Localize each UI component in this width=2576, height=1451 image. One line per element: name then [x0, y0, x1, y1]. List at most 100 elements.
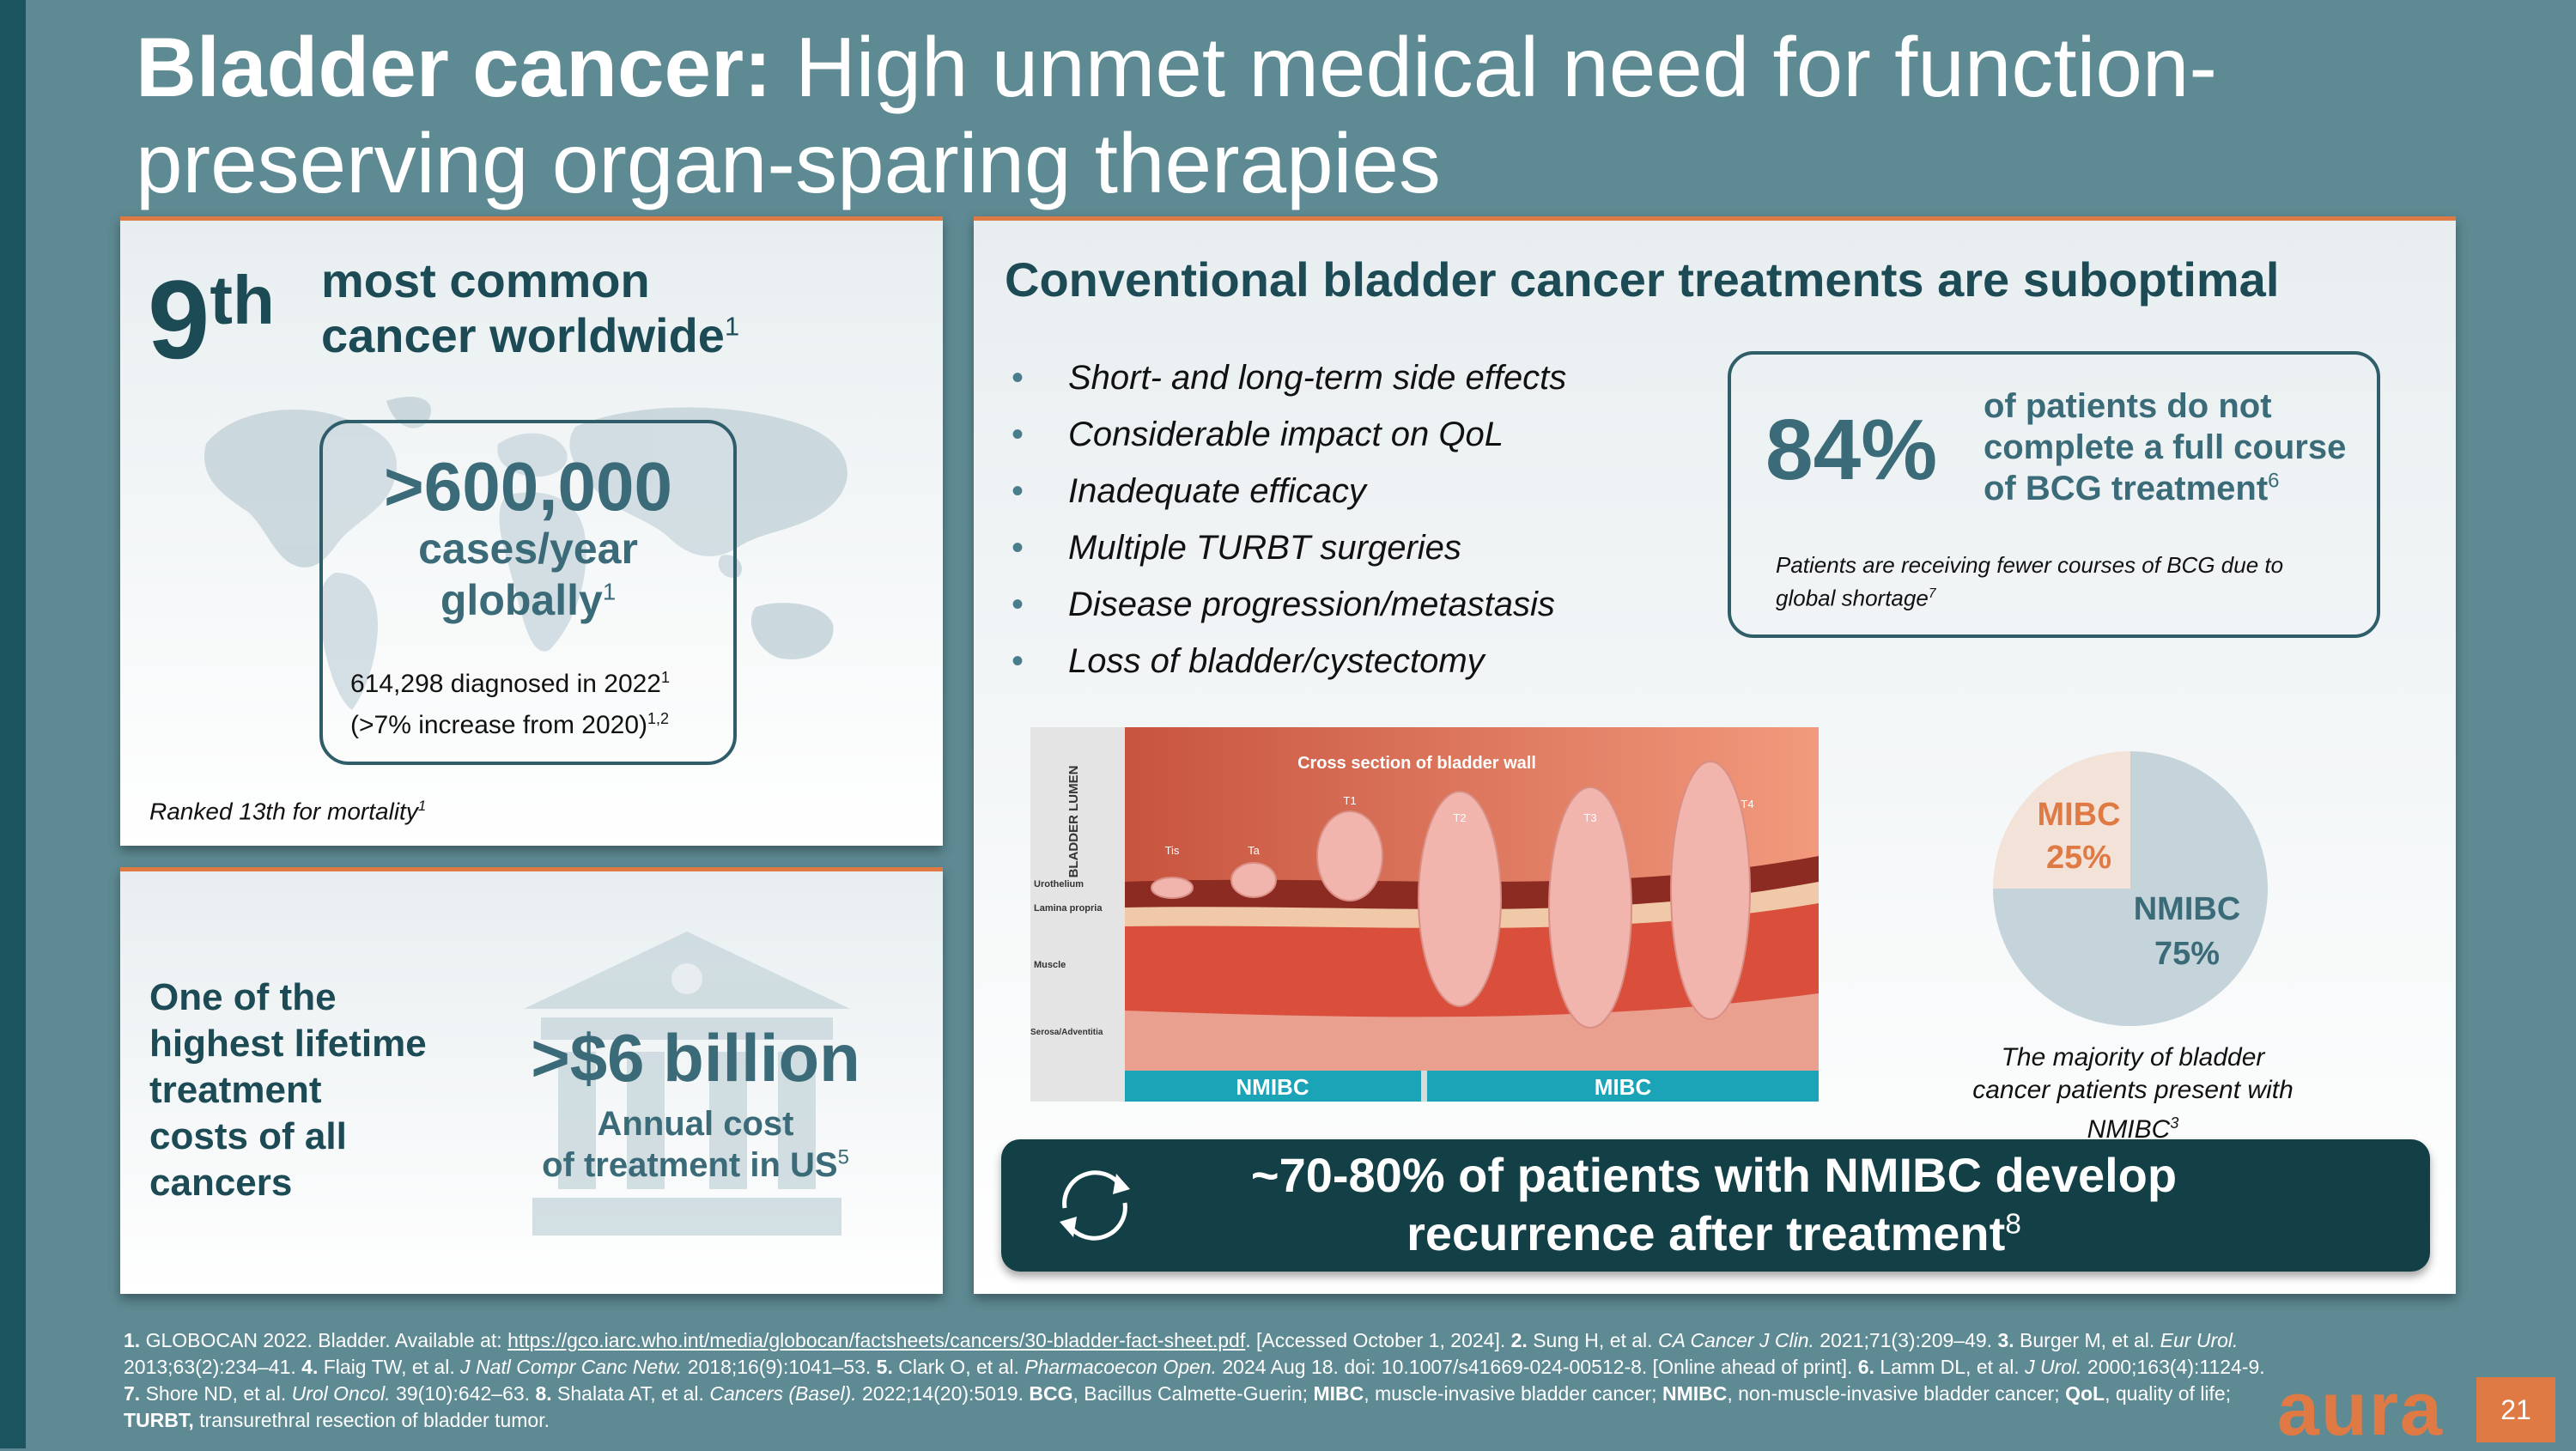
- pie-note-l3-wrap: NMIBC3: [1918, 1107, 2348, 1146]
- list-item: Loss of bladder/cystectomy: [1012, 633, 1566, 689]
- recurrence-ref: 8: [2005, 1208, 2021, 1241]
- abbr-def: , muscle-invasive bladder cancer;: [1364, 1382, 1662, 1405]
- ref-num: 4.: [301, 1356, 319, 1378]
- recurrence-text: ~70-80% of patients with NMIBC develop r…: [1156, 1146, 2272, 1263]
- bcg-stat-box: 84% of patients do not complete a full c…: [1728, 351, 2380, 638]
- rank-label-line1: most common: [321, 253, 650, 307]
- layer-label: Lamina propria: [1034, 903, 1103, 914]
- ref-text: GLOBOCAN 2022. Bladder. Available at:: [140, 1329, 508, 1351]
- abbr: TURBT,: [124, 1409, 194, 1431]
- references: 1. GLOBOCAN 2022. Bladder. Available at:…: [124, 1327, 2270, 1434]
- bcg-shortage-note: Patients are receiving fewer courses of …: [1776, 550, 2342, 613]
- cases-box: >600,000 cases/year globally1 614,298 di…: [319, 420, 737, 765]
- rank-label: most common cancer worldwide1: [321, 253, 739, 363]
- ref-text: Shalata AT, et al.: [551, 1382, 710, 1405]
- rank-number: 9th: [148, 257, 275, 382]
- lifetime-l4: costs of all: [149, 1115, 347, 1157]
- rank-label-line2-wrap: cancer worldwide1: [321, 308, 739, 363]
- ref-text: . [Accessed October 1, 2024].: [1245, 1329, 1511, 1351]
- mortality-text: Ranked 13th for mortality: [149, 798, 418, 825]
- lifetime-l2: highest lifetime: [149, 1023, 427, 1065]
- pie-note-l2: cancer patients present with: [1972, 1076, 2293, 1104]
- pie-value-mibc: 25%: [2046, 840, 2111, 876]
- pie-chart: MIBC 25% NMIBC 75%: [1993, 751, 2268, 1026]
- ref-text: Burger M, et al.: [2014, 1329, 2160, 1351]
- bcg-l2: complete a full course: [1984, 428, 2347, 466]
- illustration-caption: Cross section of bladder wall: [1297, 754, 1536, 773]
- abbr-def: transurethral resection of bladder tumor…: [193, 1409, 550, 1431]
- stage-label: T3: [1583, 811, 1596, 824]
- recurrence-l1: ~70-80% of patients with NMIBC develop: [1250, 1148, 2178, 1202]
- page-number: 21: [2476, 1377, 2555, 1442]
- stage-label: T2: [1453, 811, 1466, 824]
- title-bold: Bladder cancer:: [136, 20, 772, 114]
- recurrence-callout: ~70-80% of patients with NMIBC develop r…: [1001, 1139, 2430, 1272]
- list-item: Inadequate efficacy: [1012, 463, 1566, 519]
- ref-text: 2013;63(2):234–41.: [124, 1356, 302, 1378]
- lifetime-l5: cancers: [149, 1162, 293, 1204]
- bcg-percentage: 84%: [1765, 402, 1938, 498]
- ref-text: Sung H, et al.: [1527, 1329, 1658, 1351]
- lifetime-l3: treatment: [149, 1069, 322, 1111]
- bcg-l3-wrap: of BCG treatment6: [1984, 468, 2379, 509]
- treatments-panel: Conventional bladder cancer treatments a…: [974, 216, 2456, 1294]
- ref-text: Flaig TW, et al.: [318, 1356, 461, 1378]
- rank-label-line2: cancer worldwide: [321, 308, 725, 362]
- pie-label-nmibc: NMIBC: [2134, 891, 2241, 927]
- pie-note-l3: NMIBC: [2087, 1115, 2171, 1144]
- cases-count: >600,000: [384, 448, 672, 525]
- treatments-heading: Conventional bladder cancer treatments a…: [1005, 252, 2280, 307]
- nmibc-bar-label: NMIBC: [1236, 1074, 1309, 1100]
- abbr-def: , Bacillus Calmette-Guerin;: [1072, 1382, 1314, 1405]
- ref-journal: Pharmacoecon Open.: [1024, 1356, 1217, 1378]
- detail1-ref: 1: [661, 669, 671, 686]
- annual-l1: Annual cost: [597, 1105, 794, 1143]
- mortality-ref: 1: [417, 798, 427, 814]
- lumen-label: BLADDER LUMEN: [1066, 766, 1081, 878]
- slide-title: Bladder cancer: High unmet medical need …: [136, 19, 2523, 211]
- ref-text: 39(10):642–63.: [390, 1382, 536, 1405]
- ref-text: Shore ND, et al.: [140, 1382, 292, 1405]
- ref-journal: J Natl Compr Canc Netw.: [460, 1356, 683, 1378]
- bcg-text: of patients do not complete a full cours…: [1984, 386, 2379, 509]
- ref-text: 2022;14(20):5019.: [856, 1382, 1030, 1405]
- annual-cost-label: Annual cost of treatment in US5: [498, 1103, 893, 1186]
- ref-text: 2018;16(9):1041–53.: [682, 1356, 877, 1378]
- cost-amount: >$6 billion: [531, 1020, 860, 1096]
- list-item: Disease progression/metastasis: [1012, 576, 1566, 633]
- recurrence-arrows-icon: [1060, 1170, 1130, 1241]
- ref-num: 5.: [876, 1356, 893, 1378]
- bcg-ref: 6: [2268, 469, 2280, 493]
- title-rest: High unmet medical need for function-pre…: [136, 20, 2217, 210]
- stage-label: Ta: [1248, 844, 1261, 857]
- globocan-link[interactable]: https://gco.iarc.who.int/media/globocan/…: [507, 1329, 1246, 1351]
- ref-num: 8.: [535, 1382, 552, 1405]
- stage-label: T4: [1741, 798, 1753, 810]
- aura-logo: aura: [2277, 1366, 2444, 1451]
- ref-text: Clark O, et al.: [892, 1356, 1025, 1378]
- abbr: BCG: [1029, 1382, 1073, 1405]
- ref-text: Lamm DL, et al.: [1874, 1356, 2026, 1378]
- pie-note: The majority of bladder cancer patients …: [1918, 1041, 2348, 1146]
- world-map-icon: [204, 397, 848, 710]
- limitations-list: Short- and long-term side effects Consid…: [1012, 349, 1566, 689]
- pie-note-ref: 3: [2170, 1114, 2179, 1132]
- ref-journal: J Urol.: [2025, 1356, 2082, 1378]
- annual-ref: 5: [837, 1145, 849, 1169]
- cases-detail: 614,298 diagnosed in 20221 (>7% increase…: [350, 660, 728, 743]
- cases-sub2: globally: [440, 576, 603, 624]
- bcg-l3: of BCG treatment: [1984, 470, 2269, 507]
- ref-text: 2000;163(4):1124-9.: [2081, 1356, 2265, 1378]
- lifetime-cost-text: One of the highest lifetime treatment co…: [149, 974, 476, 1206]
- pie-value-nmibc: 75%: [2154, 936, 2220, 972]
- stage-label: Tis: [1165, 844, 1180, 857]
- abbr: QoL: [2065, 1382, 2105, 1405]
- ref-journal: Urol Oncol.: [291, 1382, 391, 1405]
- ref-num: 2.: [1510, 1329, 1528, 1351]
- ref-journal: Cancers (Basel).: [709, 1382, 857, 1405]
- detail-line1: 614,298 diagnosed in 20221: [350, 660, 728, 701]
- annual-l2-wrap: of treatment in US5: [498, 1144, 893, 1186]
- rank-suffix: th: [210, 262, 275, 338]
- cases-sub1: cases/year: [418, 525, 638, 573]
- cases-ref: 1: [602, 578, 617, 605]
